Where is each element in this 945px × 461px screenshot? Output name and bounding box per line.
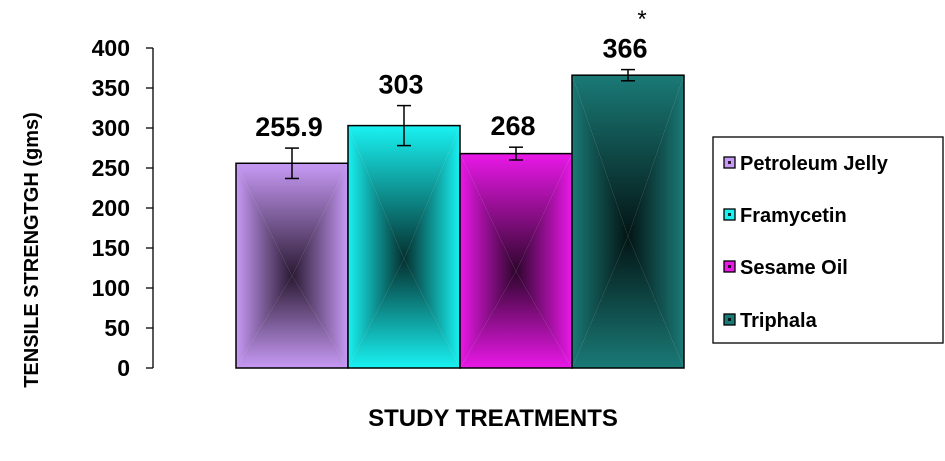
legend-item: Triphala: [723, 310, 818, 332]
y-tick-label: 0: [117, 355, 130, 381]
legend: Petroleum Jelly Framycetin Sesame Oil Triph…: [712, 136, 944, 344]
bar-fill-right: [292, 163, 348, 368]
bar-fill-top: [348, 125, 460, 259]
y-tick-label: 300: [92, 115, 130, 141]
legend-swatch-center: [728, 213, 731, 216]
bar-fill-right: [516, 153, 572, 368]
x-axis-label: STUDY TREATMENTS: [368, 405, 618, 432]
y-tick-label: 150: [92, 235, 130, 261]
significance-marker: *: [637, 6, 646, 33]
bar-fill-top: [572, 75, 684, 237]
legend-item: Sesame Oil: [723, 257, 848, 279]
error-bar: [285, 147, 299, 180]
bar-fill-top: [460, 153, 572, 272]
error-bar: [509, 146, 523, 161]
y-tick-label: 200: [92, 195, 130, 221]
y-tick-label: 50: [104, 315, 130, 341]
y-tick-label: 350: [92, 75, 130, 101]
bar-fill-left: [460, 153, 516, 368]
y-tick-label: 250: [92, 155, 130, 181]
y-axis-label: TENSILE STRENGTGH (gms): [21, 112, 43, 388]
data-label: 303: [378, 70, 423, 100]
error-bar: [397, 104, 411, 147]
error-bar: [621, 68, 635, 82]
legend-swatch-center: [728, 265, 731, 268]
legend-box: [712, 136, 944, 344]
data-label: 366: [602, 34, 647, 64]
bar-sesame-oil: 268: [459, 111, 573, 369]
legend-item: Framycetin: [723, 205, 847, 227]
legend-label: Triphala: [740, 310, 818, 332]
legend-swatch-center: [728, 318, 731, 321]
bar-fill-left: [236, 163, 292, 368]
bar-fill-bottom: [460, 271, 572, 368]
bar-fill-bottom: [572, 236, 684, 368]
bar-fill-top: [236, 163, 348, 276]
bar-fill-left: [348, 125, 404, 368]
bar-triphala: 366*: [571, 6, 685, 369]
bars: 255.9 303 268 366*: [235, 6, 685, 369]
data-label: 268: [490, 111, 535, 141]
bar-framycetin: 303: [347, 70, 461, 369]
bar-fill-right: [404, 125, 460, 368]
bar-fill-left: [572, 75, 628, 368]
bar-fill-bottom: [348, 258, 460, 368]
y-tick-label: 400: [92, 35, 130, 61]
bar-fill-bottom: [236, 275, 348, 368]
bar-petroleum-jelly: 255.9: [235, 112, 349, 369]
legend-label: Framycetin: [740, 205, 847, 227]
data-label: 255.9: [255, 112, 323, 142]
y-axis: 0 50 100 150 200 250 300 350 400: [92, 35, 154, 381]
legend-label: Sesame Oil: [740, 257, 848, 279]
legend-item: Petroleum Jelly: [723, 153, 889, 175]
legend-swatch-center: [728, 161, 731, 164]
legend-label: Petroleum Jelly: [740, 153, 889, 175]
bar-fill-right: [628, 75, 684, 368]
y-tick-label: 100: [92, 275, 130, 301]
